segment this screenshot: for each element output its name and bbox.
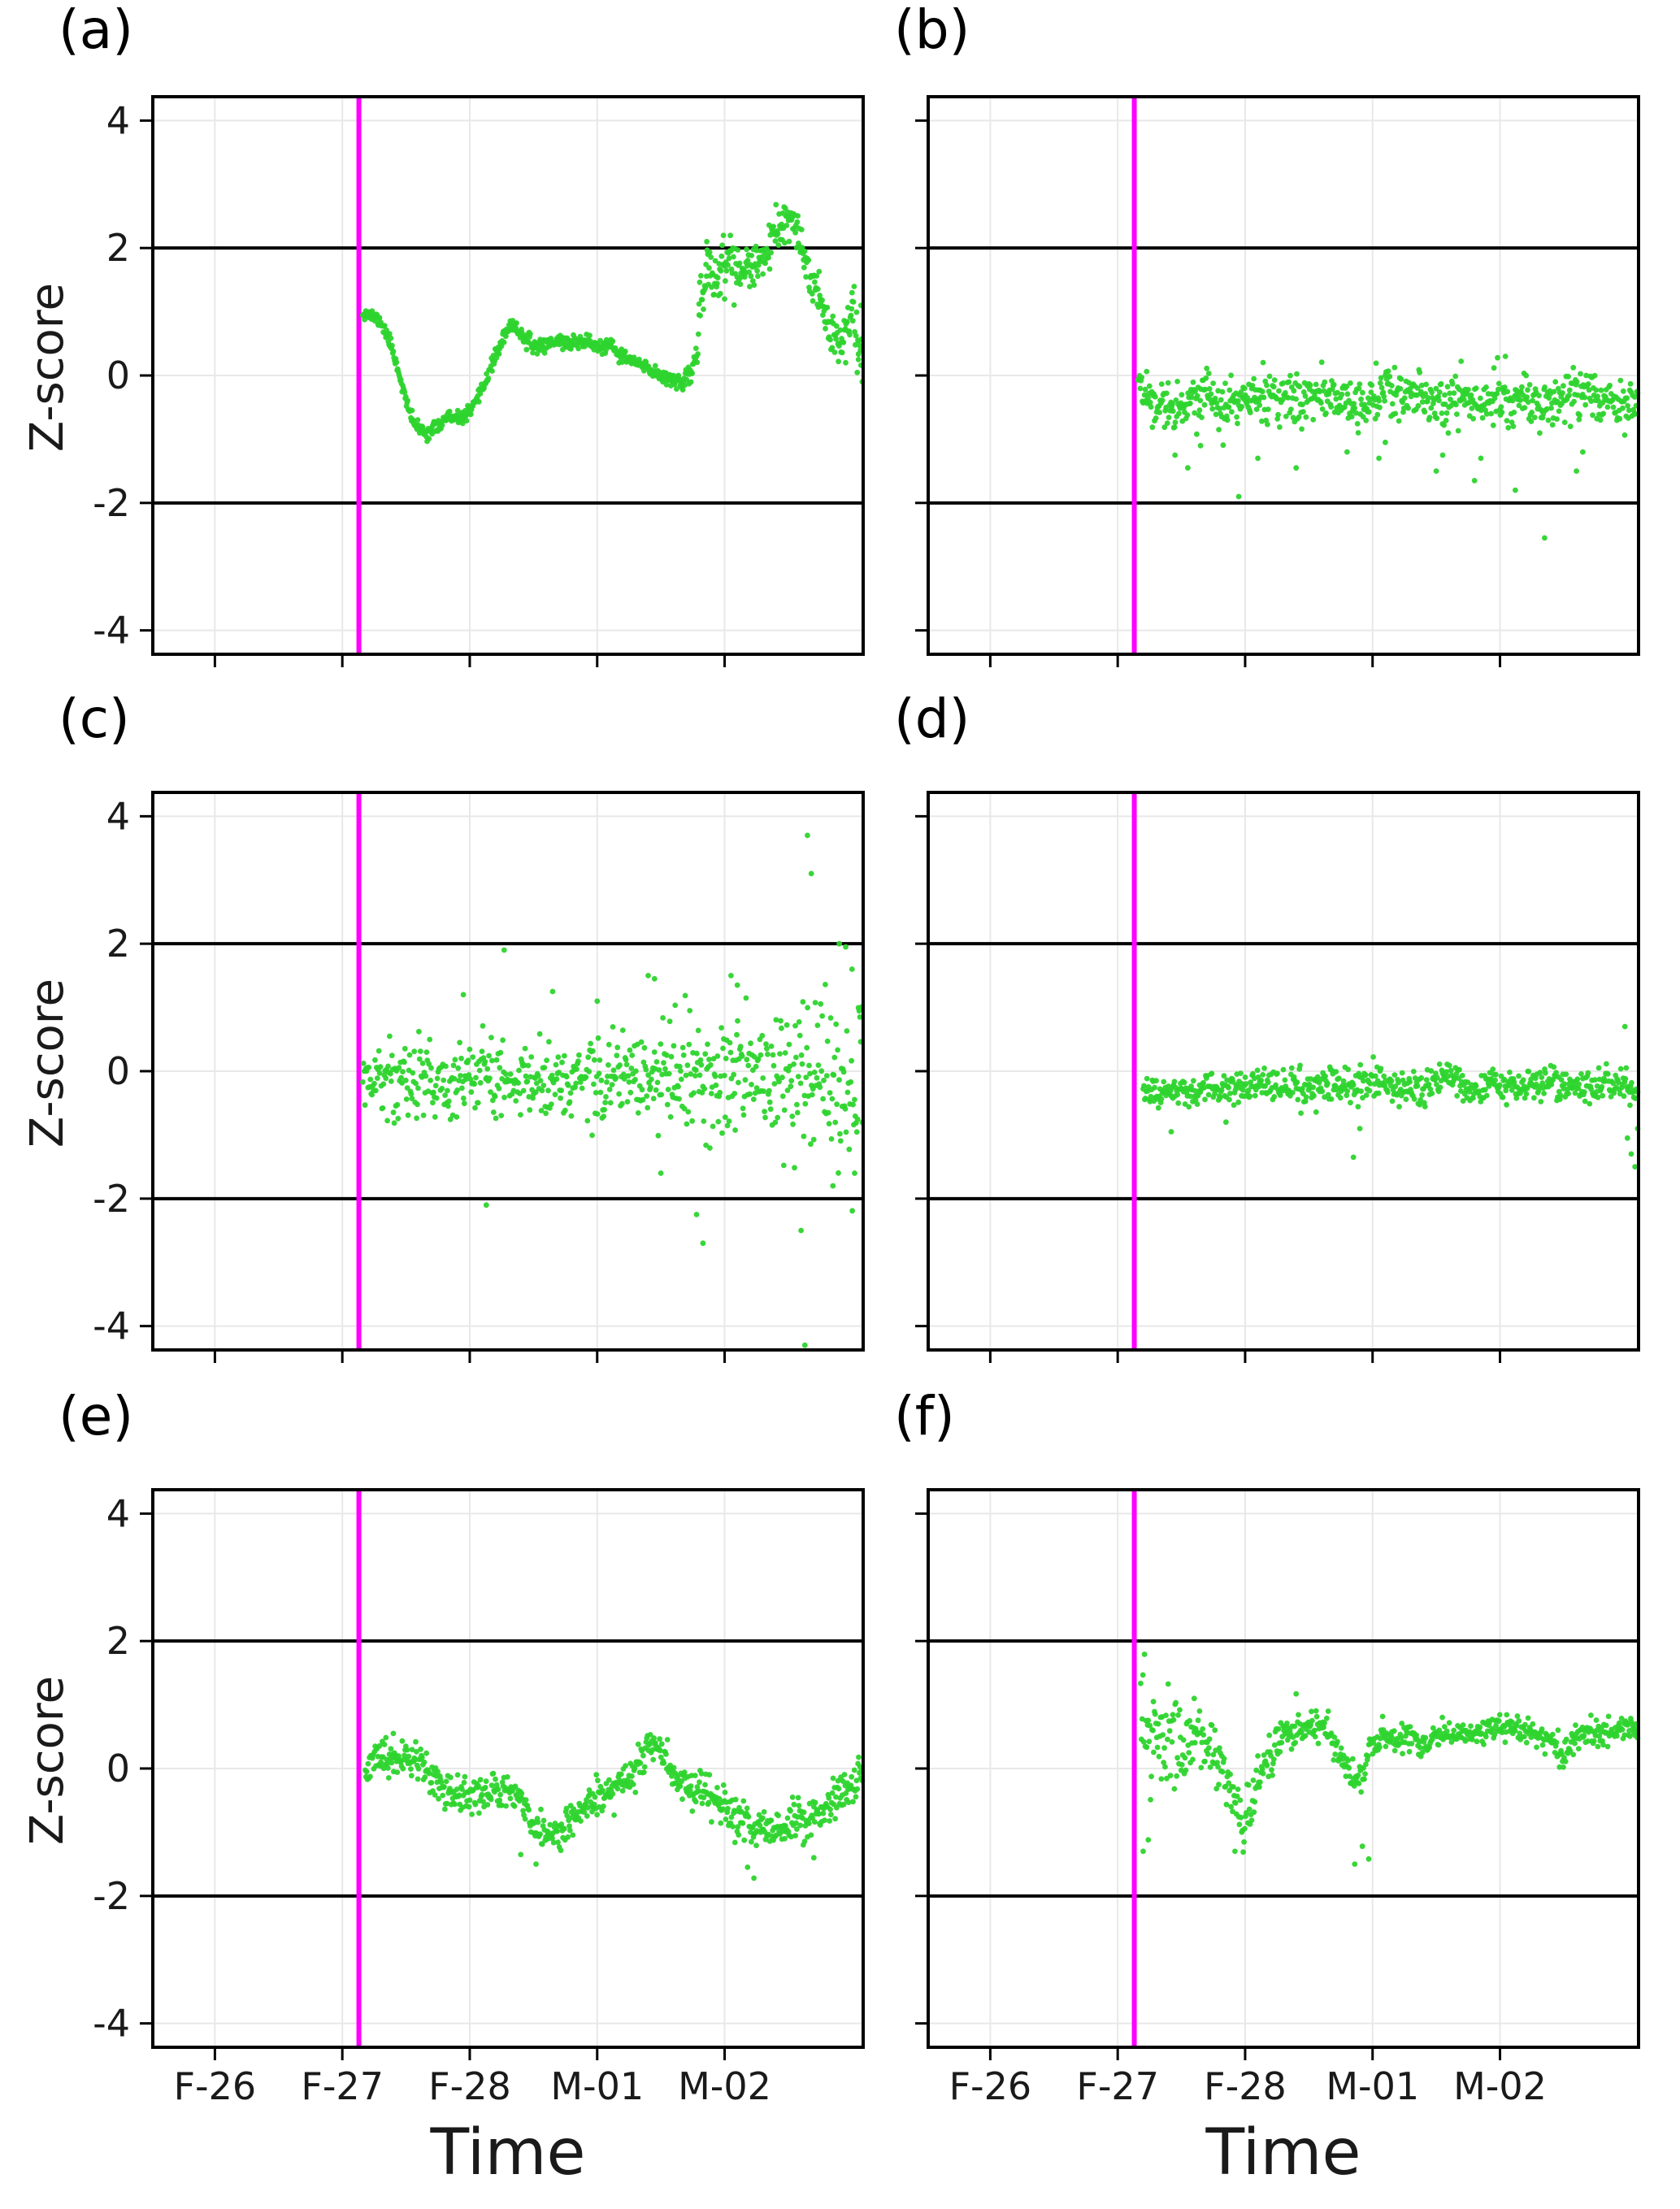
axis-ticks: F-26 F-27 F-28 M-01 M-02 xyxy=(915,1512,1547,2108)
data-points xyxy=(1140,1023,1641,1170)
plot-area-a: -4 -2 0 2 4 xyxy=(93,95,866,667)
panel-letter-d: (d) xyxy=(894,688,970,750)
svg-text:-2: -2 xyxy=(93,1177,130,1221)
svg-text:F-26: F-26 xyxy=(949,2064,1032,2108)
gridlines xyxy=(927,1488,1640,2049)
panel-letter-a: (a) xyxy=(59,0,133,61)
threshold-lines xyxy=(927,246,1640,505)
panel-letter-f: (f) xyxy=(894,1385,955,1447)
plot-area-f: F-26 F-27 F-28 M-01 M-02 xyxy=(915,1488,1641,2108)
x-axis-label: Time xyxy=(1205,2116,1361,2189)
axis-ticks xyxy=(915,814,1502,1363)
plot-border xyxy=(927,791,1640,1352)
panel-letter-c: (c) xyxy=(59,688,130,750)
svg-text:2: 2 xyxy=(106,226,130,270)
axis-ticks: -4 -2 0 2 4 xyxy=(93,794,727,1363)
svg-text:0: 0 xyxy=(106,1747,130,1790)
svg-text:4: 4 xyxy=(106,1491,130,1535)
svg-text:0: 0 xyxy=(106,1049,130,1093)
svg-text:-4: -4 xyxy=(93,609,130,653)
svg-text:-4: -4 xyxy=(93,1304,130,1348)
svg-text:F-27: F-27 xyxy=(1076,2064,1159,2108)
data-points xyxy=(359,832,866,1348)
panel-letter-e: (e) xyxy=(59,1385,134,1447)
y-axis-label: Z-score xyxy=(21,1676,74,1846)
threshold-lines xyxy=(927,942,1640,1200)
data-points xyxy=(1138,1651,1641,1867)
svg-text:2: 2 xyxy=(106,922,130,966)
svg-text:F-27: F-27 xyxy=(301,2064,384,2108)
axis-ticks: -4 -2 0 2 4 xyxy=(93,98,727,667)
plot-area-b xyxy=(915,95,1641,667)
svg-text:M-02: M-02 xyxy=(1453,2064,1547,2108)
data-points xyxy=(359,202,866,445)
gridlines xyxy=(927,95,1640,656)
svg-text:F-26: F-26 xyxy=(174,2064,257,2108)
svg-text:-2: -2 xyxy=(93,481,130,525)
x-axis-label: Time xyxy=(430,2116,586,2189)
gridlines xyxy=(151,791,865,1352)
plot-border xyxy=(151,95,865,656)
svg-text:0: 0 xyxy=(106,354,130,397)
plot-border xyxy=(151,1488,865,2049)
svg-text:F-28: F-28 xyxy=(428,2064,511,2108)
axis-ticks xyxy=(915,119,1502,667)
svg-text:4: 4 xyxy=(106,98,130,142)
threshold-lines xyxy=(151,942,865,1200)
plot-border xyxy=(927,95,1640,656)
y-axis-label: Z-score xyxy=(21,283,74,453)
svg-text:-2: -2 xyxy=(93,1874,130,1918)
plot-area-e: F-26 F-27 F-28 M-01 M-02 -4 -2 0 2 4 xyxy=(93,1488,866,2108)
y-axis-label: Z-score xyxy=(21,979,74,1148)
plot-area-d xyxy=(915,791,1641,1363)
data-points xyxy=(1135,354,1641,541)
axis-ticks: F-26 F-27 F-28 M-01 M-02 -4 -2 0 2 4 xyxy=(93,1491,771,2108)
plot-area-c: -4 -2 0 2 4 xyxy=(93,791,866,1363)
svg-text:-4: -4 xyxy=(93,2002,130,2046)
plot-border xyxy=(151,791,865,1352)
svg-text:F-28: F-28 xyxy=(1204,2064,1287,2108)
data-points xyxy=(362,1730,866,1881)
svg-text:M-01: M-01 xyxy=(550,2064,644,2108)
gridlines xyxy=(151,95,865,656)
svg-text:M-02: M-02 xyxy=(678,2064,771,2108)
gridlines xyxy=(151,1488,865,2049)
panel-letter-b: (b) xyxy=(894,0,970,61)
threshold-lines xyxy=(927,1639,1640,1898)
plot-border xyxy=(927,1488,1640,2049)
svg-text:M-01: M-01 xyxy=(1326,2064,1419,2108)
svg-text:2: 2 xyxy=(106,1619,130,1663)
threshold-lines xyxy=(151,1639,865,1898)
svg-text:4: 4 xyxy=(106,794,130,838)
